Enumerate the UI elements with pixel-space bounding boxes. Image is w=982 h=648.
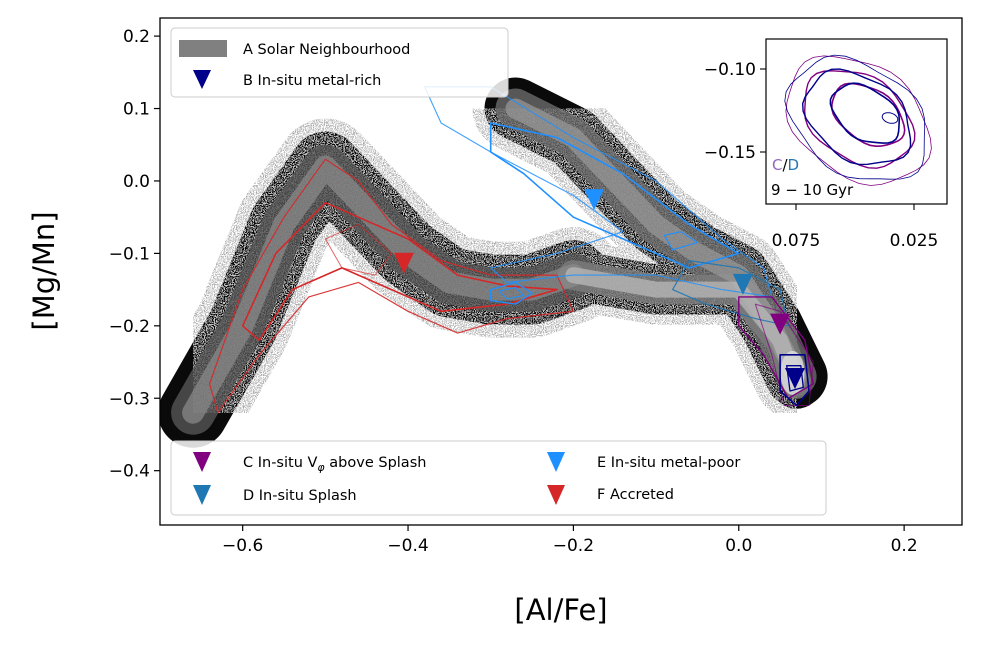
- x-axis-ticks: −0.6 −0.4 −0.2 0.0 0.2: [222, 525, 918, 556]
- legend-swatch-solar-neighbourhood: [179, 40, 227, 57]
- x-tick-label: −0.6: [222, 536, 263, 556]
- legend-label-in-situ-splash: D In-situ Splash: [243, 488, 357, 504]
- inset-x-tick-label: 0.025: [890, 231, 939, 251]
- y-tick-label: −0.3: [109, 389, 150, 409]
- inset-label-age: 9 − 10 Gyr: [771, 181, 854, 199]
- legend-label-accreted: F Accreted: [597, 487, 674, 503]
- x-tick-label: 0.2: [891, 536, 918, 556]
- solar-neighbourhood-density: [160, 65, 840, 461]
- y-tick-label: −0.2: [109, 317, 150, 337]
- legend-label-in-situ-metal-poor: E In-situ metal-poor: [597, 455, 740, 471]
- plot-frame: [159, 17, 963, 526]
- inset-y-tick-label: −0.15: [704, 143, 756, 163]
- inset-label-c-d: C/D: [772, 156, 799, 174]
- legend-marker-vphi-above-splash: [193, 452, 211, 472]
- x-tick-label: 0.0: [725, 536, 752, 556]
- inset-panel: −0.10 −0.15 0.075 0.025 C/D 9 − 10 Gyr: [704, 38, 948, 251]
- legend-upper: A Solar Neighbourhood B In-situ metal-ri…: [170, 27, 509, 98]
- legend-marker-accreted: [547, 485, 565, 505]
- legend-label-in-situ-metal-rich: B In-situ metal-rich: [243, 73, 381, 89]
- legend-marker-in-situ-metal-rich: [193, 70, 211, 89]
- y-tick-label: 0.0: [123, 172, 150, 192]
- y-tick-label: −0.4: [109, 462, 150, 482]
- median-markers: [393, 189, 805, 389]
- legend-marker-in-situ-metal-poor: [547, 452, 565, 472]
- legend-lower: C In-situ Vφ above Splash D In-situ Spla…: [170, 440, 827, 516]
- median-marker-b: [784, 367, 805, 389]
- median-marker-d: [732, 273, 753, 295]
- legend-label-solar-neighbourhood: A Solar Neighbourhood: [243, 42, 410, 58]
- inset-y-tick-label: −0.10: [704, 60, 756, 80]
- y-tick-label: 0.1: [123, 100, 150, 120]
- y-axis-title: [Mg/Mn]: [27, 211, 61, 330]
- inset-contours-c-d: [784, 54, 932, 186]
- x-tick-label: −0.2: [553, 536, 594, 556]
- legend-label-vphi-above-splash: C In-situ Vφ above Splash: [243, 455, 426, 474]
- y-tick-label: −0.1: [109, 244, 150, 264]
- x-tick-label: −0.4: [387, 536, 428, 556]
- population-contours: [209, 86, 814, 414]
- y-tick-label: 0.2: [123, 27, 150, 47]
- inset-frame: [765, 38, 948, 205]
- y-axis-ticks: 0.2 0.1 0.0 −0.1 −0.2 −0.3 −0.4: [109, 27, 160, 482]
- median-marker-e: [584, 189, 605, 211]
- median-marker-f: [393, 252, 414, 274]
- x-axis-title: [Al/Fe]: [514, 593, 607, 627]
- legend-marker-in-situ-splash: [193, 485, 211, 505]
- inset-x-tick-label: 0.075: [772, 231, 821, 251]
- median-marker-c: [770, 313, 791, 335]
